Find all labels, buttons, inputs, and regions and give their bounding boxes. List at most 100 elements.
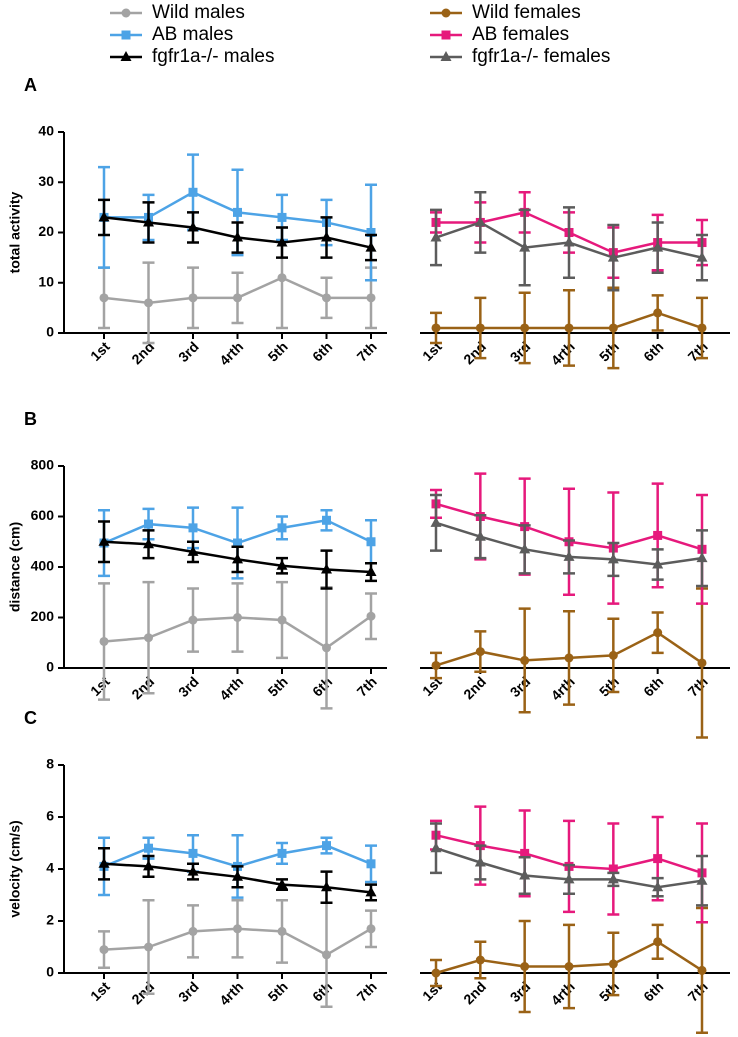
point: [365, 241, 377, 252]
point: [188, 293, 198, 303]
point: [366, 293, 376, 303]
point: [696, 251, 708, 262]
x-tick-label: 2nd: [460, 338, 489, 367]
x-tick-label: 3rd: [507, 978, 534, 1005]
point: [652, 558, 664, 569]
legend-marker: [441, 8, 451, 18]
point: [475, 647, 485, 657]
y-tick-label: 6: [46, 808, 54, 824]
x-tick-label: 6th: [640, 673, 666, 699]
x-tick-label: 4rth: [548, 338, 578, 368]
point: [652, 881, 664, 892]
point: [653, 854, 663, 864]
point: [474, 530, 486, 541]
point: [608, 864, 618, 874]
point: [474, 856, 486, 867]
point: [608, 650, 618, 660]
point: [519, 241, 531, 252]
point: [99, 945, 109, 955]
x-tick-label: 4rth: [216, 978, 246, 1008]
point: [188, 615, 198, 625]
point: [99, 293, 109, 303]
point: [188, 848, 198, 858]
x-tick-label: 1st: [87, 673, 113, 699]
y-tick-label: 10: [38, 273, 54, 289]
point: [564, 962, 574, 971]
y-axis-label: distance (cm): [7, 522, 23, 612]
point: [144, 519, 153, 529]
x-tick-label: 6th: [640, 338, 666, 364]
point: [366, 924, 376, 934]
legend-marker: [121, 8, 131, 18]
point: [431, 968, 441, 978]
point: [608, 323, 618, 333]
point: [187, 545, 199, 556]
point: [608, 959, 618, 969]
x-tick-label: 6th: [640, 978, 666, 1004]
point: [322, 293, 331, 303]
point: [233, 538, 242, 548]
point: [187, 221, 199, 232]
point: [98, 211, 110, 222]
x-tick-label: 5th: [265, 673, 291, 699]
y-tick-label: 0: [46, 324, 54, 340]
y-tick-label: 800: [31, 457, 55, 473]
x-tick-label: 6th: [309, 978, 335, 1004]
x-tick-label: 7th: [354, 978, 380, 1004]
point: [563, 873, 575, 884]
x-tick-label: 5th: [596, 338, 622, 364]
x-tick-label: 1st: [87, 978, 113, 1004]
point: [188, 187, 198, 197]
x-tick-label: 5th: [265, 338, 291, 364]
legend-marker: [120, 51, 132, 61]
point: [276, 236, 288, 247]
point: [607, 251, 619, 262]
panel-label: A: [24, 75, 37, 95]
point: [430, 842, 442, 853]
point: [144, 942, 153, 952]
point: [188, 926, 198, 936]
x-tick-label: 1st: [419, 978, 445, 1004]
x-tick-label: 7th: [354, 338, 380, 364]
point: [563, 236, 575, 247]
x-tick-label: 2nd: [128, 673, 157, 702]
point: [233, 207, 242, 217]
point: [276, 559, 288, 570]
legend-label: fgfr1a-/- males: [152, 46, 274, 67]
x-tick-label: 5th: [265, 978, 291, 1004]
point: [564, 653, 574, 663]
point: [366, 537, 376, 547]
point: [365, 566, 377, 577]
point: [143, 860, 154, 871]
x-tick-label: 5th: [596, 978, 622, 1004]
y-tick-label: 8: [46, 756, 54, 772]
series: [430, 587, 708, 739]
point: [431, 660, 441, 670]
point: [233, 924, 242, 934]
point: [232, 553, 243, 564]
legend-label: Wild males: [152, 2, 245, 23]
point: [653, 530, 663, 540]
y-axis-label: velocity (cm/s): [7, 820, 23, 917]
point: [696, 552, 708, 563]
point: [366, 611, 376, 621]
point: [475, 955, 485, 965]
point: [321, 231, 332, 242]
x-tick-label: 4rth: [548, 673, 578, 703]
point: [98, 535, 110, 546]
x-tick-label: 7th: [685, 338, 711, 364]
point: [520, 962, 530, 971]
point: [430, 231, 442, 242]
point: [697, 323, 707, 333]
x-tick-label: 5th: [596, 673, 622, 699]
point: [277, 273, 287, 283]
legend-label: AB males: [152, 24, 233, 45]
point: [276, 878, 288, 889]
x-tick-label: 1st: [87, 338, 113, 364]
point: [143, 538, 154, 549]
point: [233, 293, 242, 303]
x-tick-label: 4rth: [216, 673, 246, 703]
legend-marker: [440, 51, 452, 61]
y-tick-label: 0: [46, 964, 54, 980]
